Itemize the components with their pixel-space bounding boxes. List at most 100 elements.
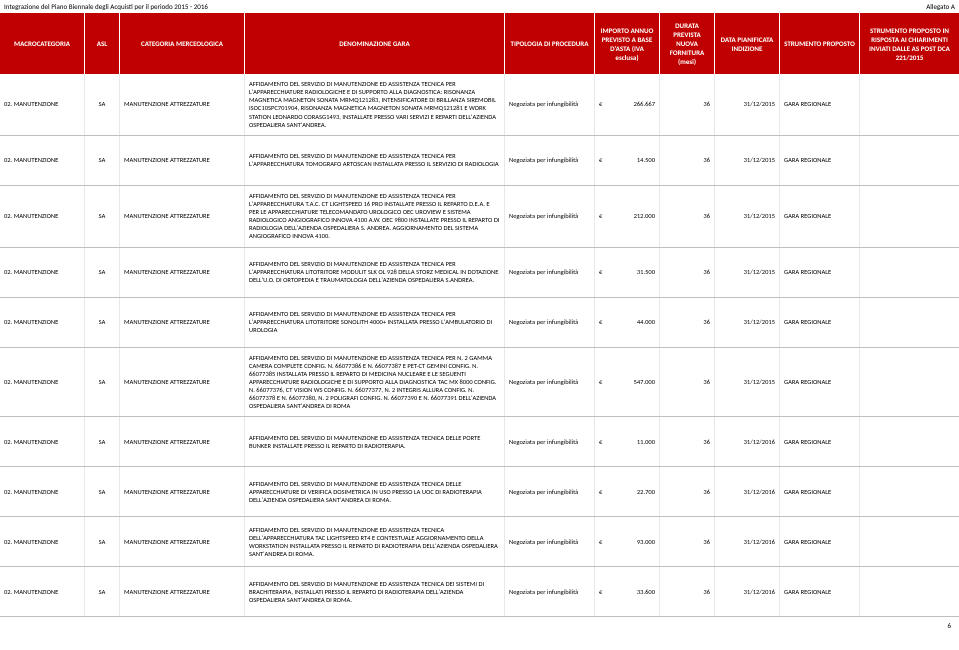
cell-durata: 36 [660, 348, 715, 417]
cell-importo: €93.000 [595, 517, 660, 566]
table-row: 02. MANUTENZIONESAMANUTENZIONE ATTREZZAT… [0, 467, 959, 517]
cell-importo: €22.700 [595, 467, 660, 516]
cell-tipo: Negoziata per infungibilità [505, 348, 595, 417]
cell-strprop: GARA REGIONALE [780, 74, 860, 135]
cell-asl: SA [85, 186, 120, 247]
table-row: 02. MANUTENZIONESAMANUTENZIONE ATTREZZAT… [0, 517, 959, 567]
cell-strresp [860, 186, 959, 247]
cell-strresp [860, 517, 959, 566]
cell-durata: 36 [660, 248, 715, 297]
cell-denom: AFFIDAMENTO DEL SERVIZIO DI MANUTENZIONE… [245, 417, 505, 466]
th-data: DATA PIANIFICATA INDIZIONE [715, 13, 780, 74]
cell-asl: SA [85, 136, 120, 185]
th-merceologica: CATEGORIA MERCEOLOGICA [120, 13, 245, 74]
cell-strresp [860, 248, 959, 297]
th-strumento-risposta: STRUMENTO PROPOSTO IN RISPOSTA AI CHIARI… [860, 13, 959, 74]
cell-tipo: Negoziata per infungibilità [505, 248, 595, 297]
cell-strprop: GARA REGIONALE [780, 348, 860, 417]
cell-importo: €212.000 [595, 186, 660, 247]
cell-importo: €31.500 [595, 248, 660, 297]
cell-macro: 02. MANUTENZIONE [0, 567, 85, 616]
cell-merc: MANUTENZIONE ATTREZZATURE [120, 248, 245, 297]
cell-macro: 02. MANUTENZIONE [0, 136, 85, 185]
cell-strresp [860, 567, 959, 616]
cell-macro: 02. MANUTENZIONE [0, 517, 85, 566]
cell-denom: AFFIDAMENTO DEL SERVIZIO DI MANUTENZIONE… [245, 467, 505, 516]
cell-tipo: Negoziata per infungibilità [505, 417, 595, 466]
cell-strprop: GARA REGIONALE [780, 467, 860, 516]
page-number: 6 [947, 621, 951, 630]
cell-denom: AFFIDAMENTO DEL SERVIZIO DI MANUTENZIONE… [245, 298, 505, 347]
table-row: 02. MANUTENZIONESAMANUTENZIONE ATTREZZAT… [0, 136, 959, 186]
cell-asl: SA [85, 298, 120, 347]
table-body: 02. MANUTENZIONESAMANUTENZIONE ATTREZZAT… [0, 74, 959, 617]
cell-data: 31/12/2015 [715, 248, 780, 297]
cell-denom: AFFIDAMENTO DEL SERVIZIO DI MANUTENZIONE… [245, 517, 505, 566]
page-footer: 6 [0, 617, 959, 634]
topbar: Integrazione del Piano Biennale degli Ac… [0, 0, 959, 13]
cell-denom: AFFIDAMENTO DEL SERVIZIO DI MANUTENZIONE… [245, 136, 505, 185]
cell-strresp [860, 467, 959, 516]
table-row: 02. MANUTENZIONESAMANUTENZIONE ATTREZZAT… [0, 567, 959, 617]
cell-importo: €33.600 [595, 567, 660, 616]
cell-strprop: GARA REGIONALE [780, 186, 860, 247]
cell-strresp [860, 136, 959, 185]
cell-strresp [860, 298, 959, 347]
cell-data: 31/12/2016 [715, 467, 780, 516]
cell-macro: 02. MANUTENZIONE [0, 74, 85, 135]
cell-data: 31/12/2015 [715, 74, 780, 135]
cell-asl: SA [85, 567, 120, 616]
table-header: MACROCATEGORIA ASL CATEGORIA MERCEOLOGIC… [0, 13, 959, 74]
cell-data: 31/12/2015 [715, 136, 780, 185]
cell-strprop: GARA REGIONALE [780, 248, 860, 297]
th-macrocategoria: MACROCATEGORIA [0, 13, 85, 74]
cell-durata: 36 [660, 517, 715, 566]
cell-asl: SA [85, 248, 120, 297]
cell-durata: 36 [660, 186, 715, 247]
cell-denom: AFFIDAMENTO DEL SERVIZIO DI MANUTENZIONE… [245, 74, 505, 135]
cell-tipo: Negoziata per infungibilità [505, 136, 595, 185]
cell-data: 31/12/2015 [715, 186, 780, 247]
cell-durata: 36 [660, 136, 715, 185]
cell-data: 31/12/2016 [715, 517, 780, 566]
cell-data: 31/12/2015 [715, 298, 780, 347]
cell-durata: 36 [660, 467, 715, 516]
cell-asl: SA [85, 417, 120, 466]
cell-asl: SA [85, 467, 120, 516]
cell-strresp [860, 348, 959, 417]
cell-tipo: Negoziata per infungibilità [505, 186, 595, 247]
cell-asl: SA [85, 517, 120, 566]
cell-macro: 02. MANUTENZIONE [0, 298, 85, 347]
doc-title-right: Allegato A [926, 2, 955, 11]
cell-tipo: Negoziata per infungibilità [505, 74, 595, 135]
cell-denom: AFFIDAMENTO DEL SERVIZIO DI MANUTENZIONE… [245, 248, 505, 297]
cell-asl: SA [85, 348, 120, 417]
cell-merc: MANUTENZIONE ATTREZZATURE [120, 136, 245, 185]
table-row: 02. MANUTENZIONESAMANUTENZIONE ATTREZZAT… [0, 186, 959, 248]
cell-durata: 36 [660, 74, 715, 135]
cell-durata: 36 [660, 567, 715, 616]
cell-merc: MANUTENZIONE ATTREZZATURE [120, 467, 245, 516]
cell-merc: MANUTENZIONE ATTREZZATURE [120, 417, 245, 466]
cell-macro: 02. MANUTENZIONE [0, 467, 85, 516]
cell-merc: MANUTENZIONE ATTREZZATURE [120, 298, 245, 347]
cell-data: 31/12/2015 [715, 348, 780, 417]
cell-strprop: GARA REGIONALE [780, 517, 860, 566]
cell-tipo: Negoziata per infungibilità [505, 517, 595, 566]
cell-merc: MANUTENZIONE ATTREZZATURE [120, 74, 245, 135]
th-strumento-proposto: STRUMENTO PROPOSTO [780, 13, 860, 74]
cell-importo: €266.667 [595, 74, 660, 135]
cell-tipo: Negoziata per infungibilità [505, 298, 595, 347]
cell-macro: 02. MANUTENZIONE [0, 186, 85, 247]
cell-importo: €547.000 [595, 348, 660, 417]
table-row: 02. MANUTENZIONESAMANUTENZIONE ATTREZZAT… [0, 74, 959, 136]
cell-tipo: Negoziata per infungibilità [505, 567, 595, 616]
cell-strprop: GARA REGIONALE [780, 298, 860, 347]
cell-strprop: GARA REGIONALE [780, 567, 860, 616]
cell-durata: 36 [660, 298, 715, 347]
th-tipologia: TIPOLOGIA DI PROCEDURA [505, 13, 595, 74]
cell-merc: MANUTENZIONE ATTREZZATURE [120, 567, 245, 616]
cell-importo: €44.000 [595, 298, 660, 347]
cell-importo: €14.500 [595, 136, 660, 185]
cell-durata: 36 [660, 417, 715, 466]
